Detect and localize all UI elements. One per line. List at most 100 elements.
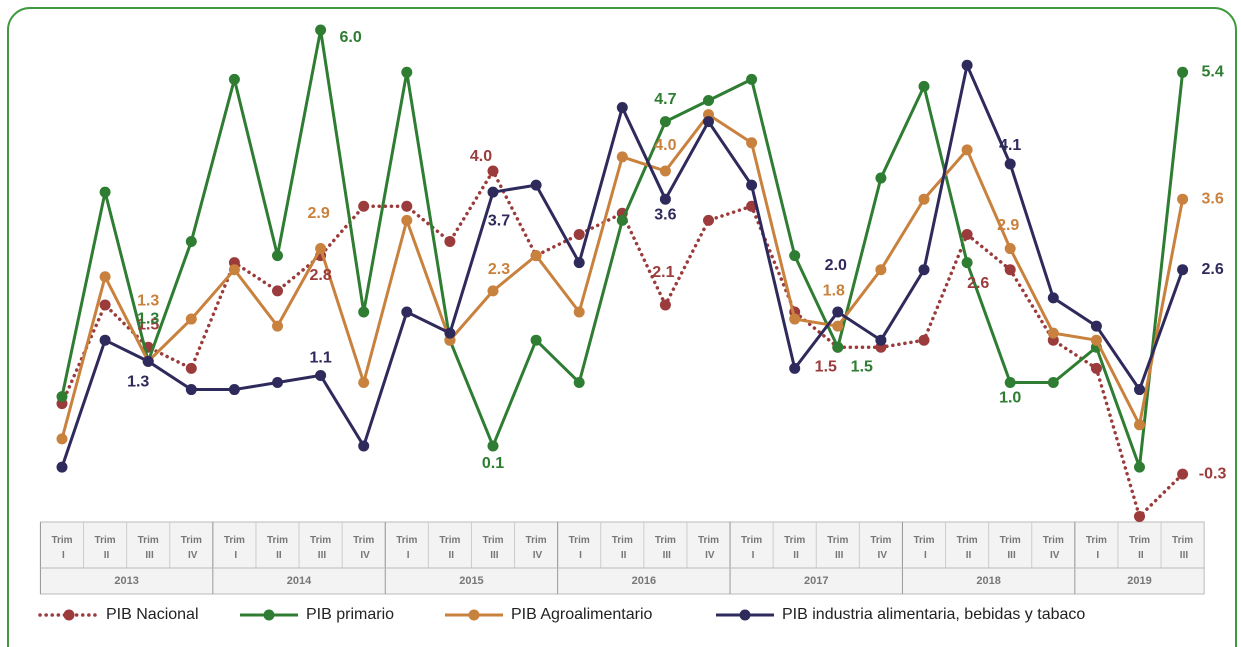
marker: [1004, 264, 1016, 276]
marker: [487, 165, 499, 177]
x-tick-label: Trim II: [784, 535, 805, 561]
legend-label: PIB industria alimentaria, bebidas y tab…: [782, 606, 1085, 623]
marker: [875, 172, 887, 184]
marker: [444, 327, 456, 339]
year-label: 2019: [1127, 575, 1151, 587]
marker: [228, 73, 240, 85]
marker: [875, 264, 887, 276]
data-label: 2.8: [309, 267, 331, 284]
data-label: 1.0: [999, 390, 1021, 407]
marker: [401, 214, 413, 226]
marker: [703, 95, 714, 106]
marker: [1177, 264, 1189, 276]
marker: [487, 440, 499, 452]
marker: [185, 236, 197, 247]
year-label: 2018: [976, 575, 1000, 587]
marker: [99, 186, 111, 198]
marker: [185, 362, 197, 374]
marker: [401, 306, 413, 318]
data-label: 2.6: [1201, 261, 1223, 278]
marker: [1004, 243, 1016, 255]
legend-label: PIB primario: [306, 606, 394, 623]
data-label: 4.7: [654, 91, 676, 108]
marker: [703, 214, 714, 226]
data-label: 1.3: [127, 374, 149, 391]
x-tick-label: Trim I: [396, 535, 417, 561]
x-tick-label: Trim IV: [526, 535, 547, 561]
x-tick-label: Trim IV: [1043, 535, 1064, 561]
data-label: -0.3: [1199, 465, 1227, 482]
x-tick-label: Trim III: [138, 535, 159, 561]
data-label: 3.6: [654, 206, 676, 223]
marker: [573, 306, 585, 318]
x-tick-label: Trim II: [439, 535, 460, 561]
x-tick-label: Trim I: [1086, 535, 1107, 561]
x-tick-label: Trim III: [310, 535, 331, 561]
marker: [56, 461, 68, 473]
marker: [961, 228, 973, 240]
marker: [1047, 292, 1059, 304]
marker: [315, 24, 327, 36]
marker: [185, 313, 197, 325]
x-tick-label: Trim I: [569, 535, 590, 561]
data-label: 4.1: [999, 137, 1021, 154]
marker: [358, 306, 370, 318]
data-label: 1.3: [137, 311, 159, 328]
marker: [272, 377, 283, 388]
marker: [1090, 362, 1102, 374]
marker: [832, 320, 844, 332]
marker: [573, 228, 585, 240]
x-tick-label: Trim II: [612, 535, 633, 561]
marker: [272, 320, 283, 332]
legend-label: PIB Nacional: [106, 606, 199, 623]
marker: [228, 384, 240, 396]
data-label: 2.3: [488, 261, 510, 278]
data-label: 2.6: [967, 275, 989, 292]
marker: [315, 243, 327, 255]
x-tick-label: Trim III: [655, 535, 676, 561]
data-label: 3.7: [488, 212, 510, 229]
data-label: 2.9: [997, 217, 1019, 234]
marker: [358, 440, 370, 452]
marker: [961, 257, 973, 269]
marker: [918, 334, 930, 346]
marker: [961, 144, 973, 156]
marker: [487, 285, 499, 297]
x-tick-label: Trim III: [1000, 535, 1021, 561]
marker: [1047, 327, 1059, 339]
marker: [918, 193, 930, 205]
series-line: [60, 167, 1185, 520]
marker: [659, 299, 671, 311]
marker: [616, 214, 628, 226]
marker: [746, 200, 758, 212]
marker: [228, 264, 240, 276]
category-table: Trim I Trim II Trim III Trim IV 2013 Trim I Tr…: [39, 521, 1205, 595]
marker: [918, 264, 930, 276]
x-tick-label: Trim II: [957, 535, 978, 561]
data-label: 1.8: [823, 282, 845, 299]
marker: [1047, 377, 1059, 388]
data-label: 1.1: [309, 350, 331, 367]
x-tick-label: Trim I: [913, 535, 934, 561]
x-tick-label: Trim I: [741, 535, 762, 561]
marker: [659, 165, 671, 177]
marker: [1090, 320, 1102, 332]
marker: [1134, 419, 1145, 431]
marker: [444, 236, 456, 247]
marker: [616, 102, 628, 114]
data-label: 6.0: [339, 29, 361, 46]
legend-label: PIB Agroalimentario: [511, 606, 653, 623]
x-tick-label: Trim III: [827, 535, 848, 561]
marker: [99, 334, 111, 346]
marker: [358, 200, 370, 212]
marker: [746, 179, 758, 191]
marker: [703, 116, 714, 128]
data-label: 4.0: [654, 137, 676, 154]
x-tick-label: Trim I: [51, 535, 72, 561]
legend-marker: [739, 609, 751, 621]
marker: [530, 250, 542, 262]
x-tick-label: Trim IV: [698, 535, 719, 561]
marker: [659, 116, 671, 128]
data-label: 2.1: [652, 264, 674, 281]
frame: [7, 7, 1237, 647]
